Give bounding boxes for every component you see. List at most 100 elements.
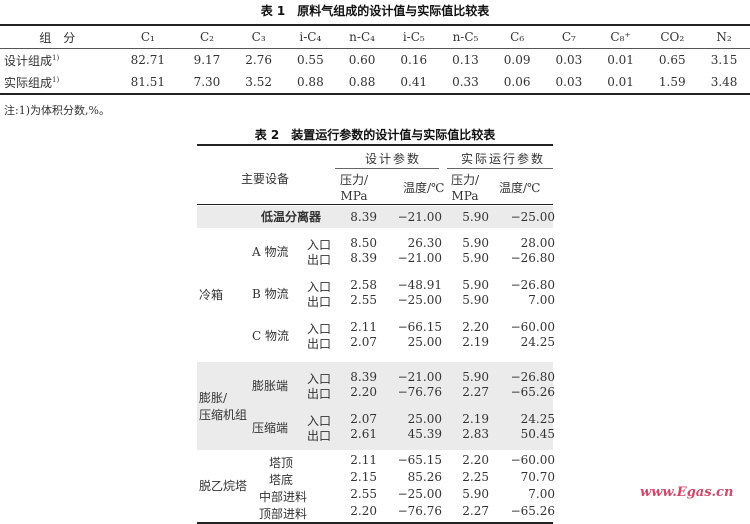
table-cell: −60.00 <box>510 453 555 467</box>
shaded-band <box>197 362 553 450</box>
table-cell: 3.48 <box>710 75 738 89</box>
column-header: N₂ <box>716 30 732 44</box>
table-cell: 0.65 <box>658 53 686 67</box>
header-equipment: 主要设备 <box>241 172 290 186</box>
table-cell: 8.50 <box>350 236 377 250</box>
table-cell: 28.00 <box>520 236 555 250</box>
sub-equipment: 顶部进料 <box>259 506 308 521</box>
table-cell: 2.07 <box>350 335 377 349</box>
header-rule <box>197 204 553 205</box>
row-label: 设计组成1) <box>4 53 60 68</box>
sub-equipment: 塔顶 <box>269 455 294 470</box>
equipment-group: 膨胀/ 压缩机组 <box>199 391 248 422</box>
table-cell: 7.30 <box>193 75 221 89</box>
table-cell: 5.90 <box>462 293 489 307</box>
table-cell: 2.61 <box>350 427 377 441</box>
table-cell: 5.90 <box>462 210 489 224</box>
equipment-group: 脱乙烷塔 <box>199 479 248 493</box>
column-header: C₂ <box>199 30 214 44</box>
table-cell: 8.39 <box>350 210 377 224</box>
table-cell: 0.88 <box>296 75 324 89</box>
table-cell: 5.90 <box>462 278 489 292</box>
table-row: 实际组成1) 81.51 7.30 3.52 0.88 0.88 0.41 0.33 0.06 0… <box>0 71 750 94</box>
column-header: n-C₅ <box>452 30 479 44</box>
table-cell: 50.45 <box>520 427 555 441</box>
table-cell: −65.26 <box>510 504 555 518</box>
table-cell: 0.03 <box>555 75 583 89</box>
watermark: www.Egas.cn <box>640 485 734 500</box>
table-cell: −21.00 <box>397 251 442 265</box>
table-cell: 0.88 <box>348 75 376 89</box>
sub-equipment: 压缩端 <box>252 421 289 435</box>
table-cell: −25.00 <box>510 210 555 224</box>
port-label: 出口 <box>307 253 332 267</box>
port-label: 出口 <box>307 295 332 309</box>
sub-equipment: A 物流 <box>252 245 289 259</box>
table-cell: 2.76 <box>245 53 272 67</box>
table-cell: 5.90 <box>462 487 489 501</box>
table-cell: −21.00 <box>397 210 442 224</box>
table-cell: −21.00 <box>397 370 442 384</box>
table-cell: 5.90 <box>462 236 489 250</box>
equipment-group: 低温分离器 <box>261 210 322 224</box>
column-header: C₈⁺ <box>610 30 631 44</box>
table-cell: 2.20 <box>462 453 489 467</box>
column-header-component: 组 分 <box>39 30 76 45</box>
column-header: C₇ <box>561 30 576 44</box>
table-cell: 2.83 <box>462 427 489 441</box>
table-cell: 2.19 <box>462 412 489 426</box>
table-cell: 2.58 <box>350 278 377 292</box>
table1: 组 分 C₁ C₂ C₃ i-C₄ n-C₄ i-C₅ n-C₅ C₆ C₇ C₈⁺ CO₂ N₂ 设计… <box>0 24 750 95</box>
table-cell: −48.91 <box>397 278 442 292</box>
header-temperature: 温度/℃ <box>499 181 541 195</box>
table-cell: 25.00 <box>407 412 442 426</box>
design-underline <box>335 168 439 169</box>
sub-equipment: B 物流 <box>252 287 289 301</box>
table2-title: 表 2 装置运行参数的设计值与实际值比较表 <box>254 128 496 142</box>
table-cell: −25.00 <box>397 293 442 307</box>
table1-title: 表 1 原料气组成的设计值与实际值比较表 <box>260 4 490 18</box>
table-cell: 2.55 <box>350 487 377 501</box>
shaded-band <box>197 206 553 228</box>
sub-equipment: 膨胀端 <box>252 379 289 393</box>
table-cell: 24.25 <box>520 412 555 426</box>
table-cell: 3.52 <box>245 75 272 89</box>
column-header: i-C₄ <box>299 30 322 44</box>
port-label: 入口 <box>307 322 332 336</box>
table-cell: 7.00 <box>528 293 555 307</box>
table-cell: 0.33 <box>452 75 479 89</box>
table-cell: −66.15 <box>397 320 442 334</box>
table-cell: 0.09 <box>503 53 531 67</box>
table-cell: 0.60 <box>348 53 376 67</box>
table-cell: 2.27 <box>462 385 489 399</box>
port-label: 出口 <box>307 387 332 401</box>
actual-underline <box>447 168 553 169</box>
top-rule <box>197 144 553 146</box>
sub-equipment: 中部进料 <box>259 489 308 504</box>
table-cell: 0.03 <box>555 53 583 67</box>
header-actual: 实际运行参数 <box>461 152 546 166</box>
table-cell: −60.00 <box>510 320 555 334</box>
table-cell: 82.71 <box>130 53 166 67</box>
table-cell: 45.39 <box>407 427 442 441</box>
header-pressure: 压力/ MPa <box>340 173 369 203</box>
table-cell: −25.00 <box>397 487 442 501</box>
table-cell: 2.11 <box>350 453 377 467</box>
table-cell: −26.80 <box>510 278 555 292</box>
column-header: i-C₅ <box>402 30 425 44</box>
table-cell: 0.55 <box>296 53 324 67</box>
table-cell: 5.90 <box>462 251 489 265</box>
table-cell: 0.06 <box>503 75 531 89</box>
table-cell: −26.80 <box>510 370 555 384</box>
table1-header-row: 组 分 C₁ C₂ C₃ i-C₄ n-C₄ i-C₅ n-C₅ C₆ C₇ C₈⁺ CO₂ N₂ <box>0 25 750 49</box>
table-cell: 2.07 <box>350 412 377 426</box>
header-temperature: 温度/℃ <box>403 181 445 195</box>
column-header: CO₂ <box>660 30 685 44</box>
table-cell: 3.15 <box>710 53 738 67</box>
table-cell: 5.90 <box>462 370 489 384</box>
table-cell: 81.51 <box>130 75 166 89</box>
footnote-mark: 1) <box>52 53 60 62</box>
port-label: 入口 <box>307 414 332 428</box>
table-cell: 70.70 <box>520 470 555 484</box>
table-cell: 2.20 <box>350 385 377 399</box>
